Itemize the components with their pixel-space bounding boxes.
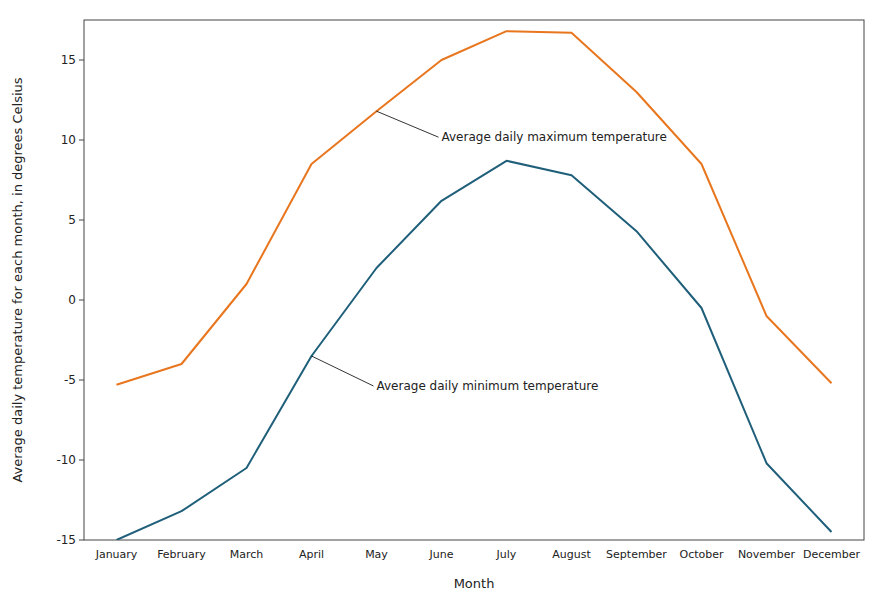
x-tick-label: November (738, 548, 796, 561)
x-tick-label: February (157, 548, 206, 561)
plot-frame (84, 20, 864, 540)
y-tick-label: 0 (68, 293, 76, 307)
x-tick-label: May (365, 548, 388, 561)
x-tick-label: July (496, 548, 517, 561)
x-axis: January February March April May June July Augu… (95, 548, 861, 561)
leader-line (377, 111, 439, 137)
x-tick-label: December (803, 548, 861, 561)
x-axis-label: Month (454, 576, 495, 591)
y-tick (79, 540, 84, 541)
x-tick-label: August (552, 548, 591, 561)
y-tick (79, 220, 84, 221)
x-tick-label: September (606, 548, 667, 561)
leader-line (312, 356, 374, 386)
lines (117, 31, 832, 540)
y-tick-label: -15 (56, 533, 76, 547)
x-tick-label: June (429, 548, 454, 561)
y-tick-label: 10 (61, 133, 76, 147)
y-tick (79, 460, 84, 461)
x-tick-label: March (230, 548, 264, 561)
y-tick-label: 15 (61, 53, 76, 67)
annotation: Average daily minimum temperature (377, 379, 599, 393)
line (117, 161, 832, 540)
chart: -15 -10 -5 0 5 10 15 January February March April M… (0, 0, 886, 602)
y-tick (79, 60, 84, 61)
y-tick-label: 5 (68, 213, 76, 227)
x-tick-label: January (95, 548, 138, 561)
y-axis-label: Average daily temperature for each month… (10, 77, 25, 482)
y-axis: -15 -10 -5 0 5 10 15 (56, 53, 84, 547)
annotation: Average daily maximum temperature (442, 130, 667, 144)
x-tick-label: April (299, 548, 324, 561)
annotations: Average daily maximum temperature Average… (312, 111, 667, 392)
y-tick (79, 380, 84, 381)
y-tick-label: -10 (56, 453, 76, 467)
x-tick-label: October (679, 548, 723, 561)
y-tick (79, 140, 84, 141)
y-tick-label: -5 (64, 373, 76, 387)
line (117, 31, 832, 385)
y-tick (79, 300, 84, 301)
